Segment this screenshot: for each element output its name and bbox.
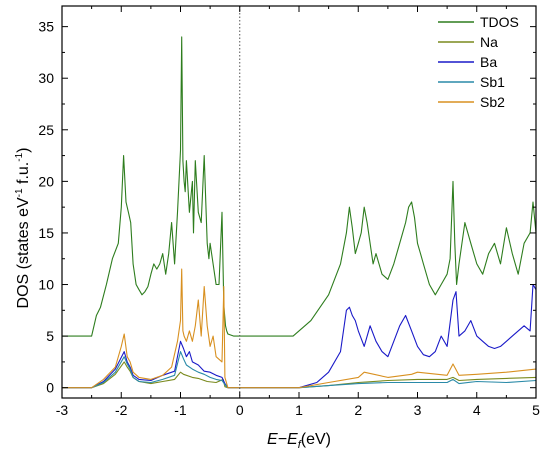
x-tick-label: -1 [174,402,187,418]
legend-label-na: Na [480,34,498,50]
x-tick-label: 2 [354,402,362,418]
x-axis-title: E−Ef(eV) [267,431,331,451]
x-tick-label: -2 [115,402,128,418]
x-tick-label: 0 [236,402,244,418]
x-tick-label: 4 [473,402,481,418]
y-tick-label: 15 [38,225,54,241]
axis-ticks [61,6,537,398]
y-axis-title: DOS (states eV-1 f.u.-1) [14,148,32,309]
y-tick-label: 5 [46,328,54,344]
legend-label-ba: Ba [480,54,497,70]
series-line-ba [62,283,537,389]
series-line-sb1 [62,351,537,389]
x-tick-label: 5 [532,402,540,418]
series-line-tdos [62,36,537,337]
x-tick-label: 1 [295,402,303,418]
y-tick-label: 25 [38,122,54,138]
legend-label-sb2: Sb2 [480,94,505,110]
legend-label-tdos: TDOS [480,14,519,30]
series-line-sb2 [62,268,537,389]
plot-frame [61,5,537,399]
y-tick-label: 35 [38,19,54,35]
series-line-na [62,361,537,389]
y-tick-label: 0 [46,380,54,396]
tick-labels: -3 -2 -1 0 1 2 3 4 5 0 5 10 15 20 25 30 35 [38,19,540,418]
y-tick-label: 30 [38,70,54,86]
legend: TDOS Na Ba Sb1 Sb2 [438,14,519,110]
x-tick-label: 3 [414,402,422,418]
y-tick-label: 10 [38,277,54,293]
x-tick-label: -3 [56,402,69,418]
legend-label-sb1: Sb1 [480,74,505,90]
plot-area [62,36,537,389]
y-tick-label: 20 [38,173,54,189]
